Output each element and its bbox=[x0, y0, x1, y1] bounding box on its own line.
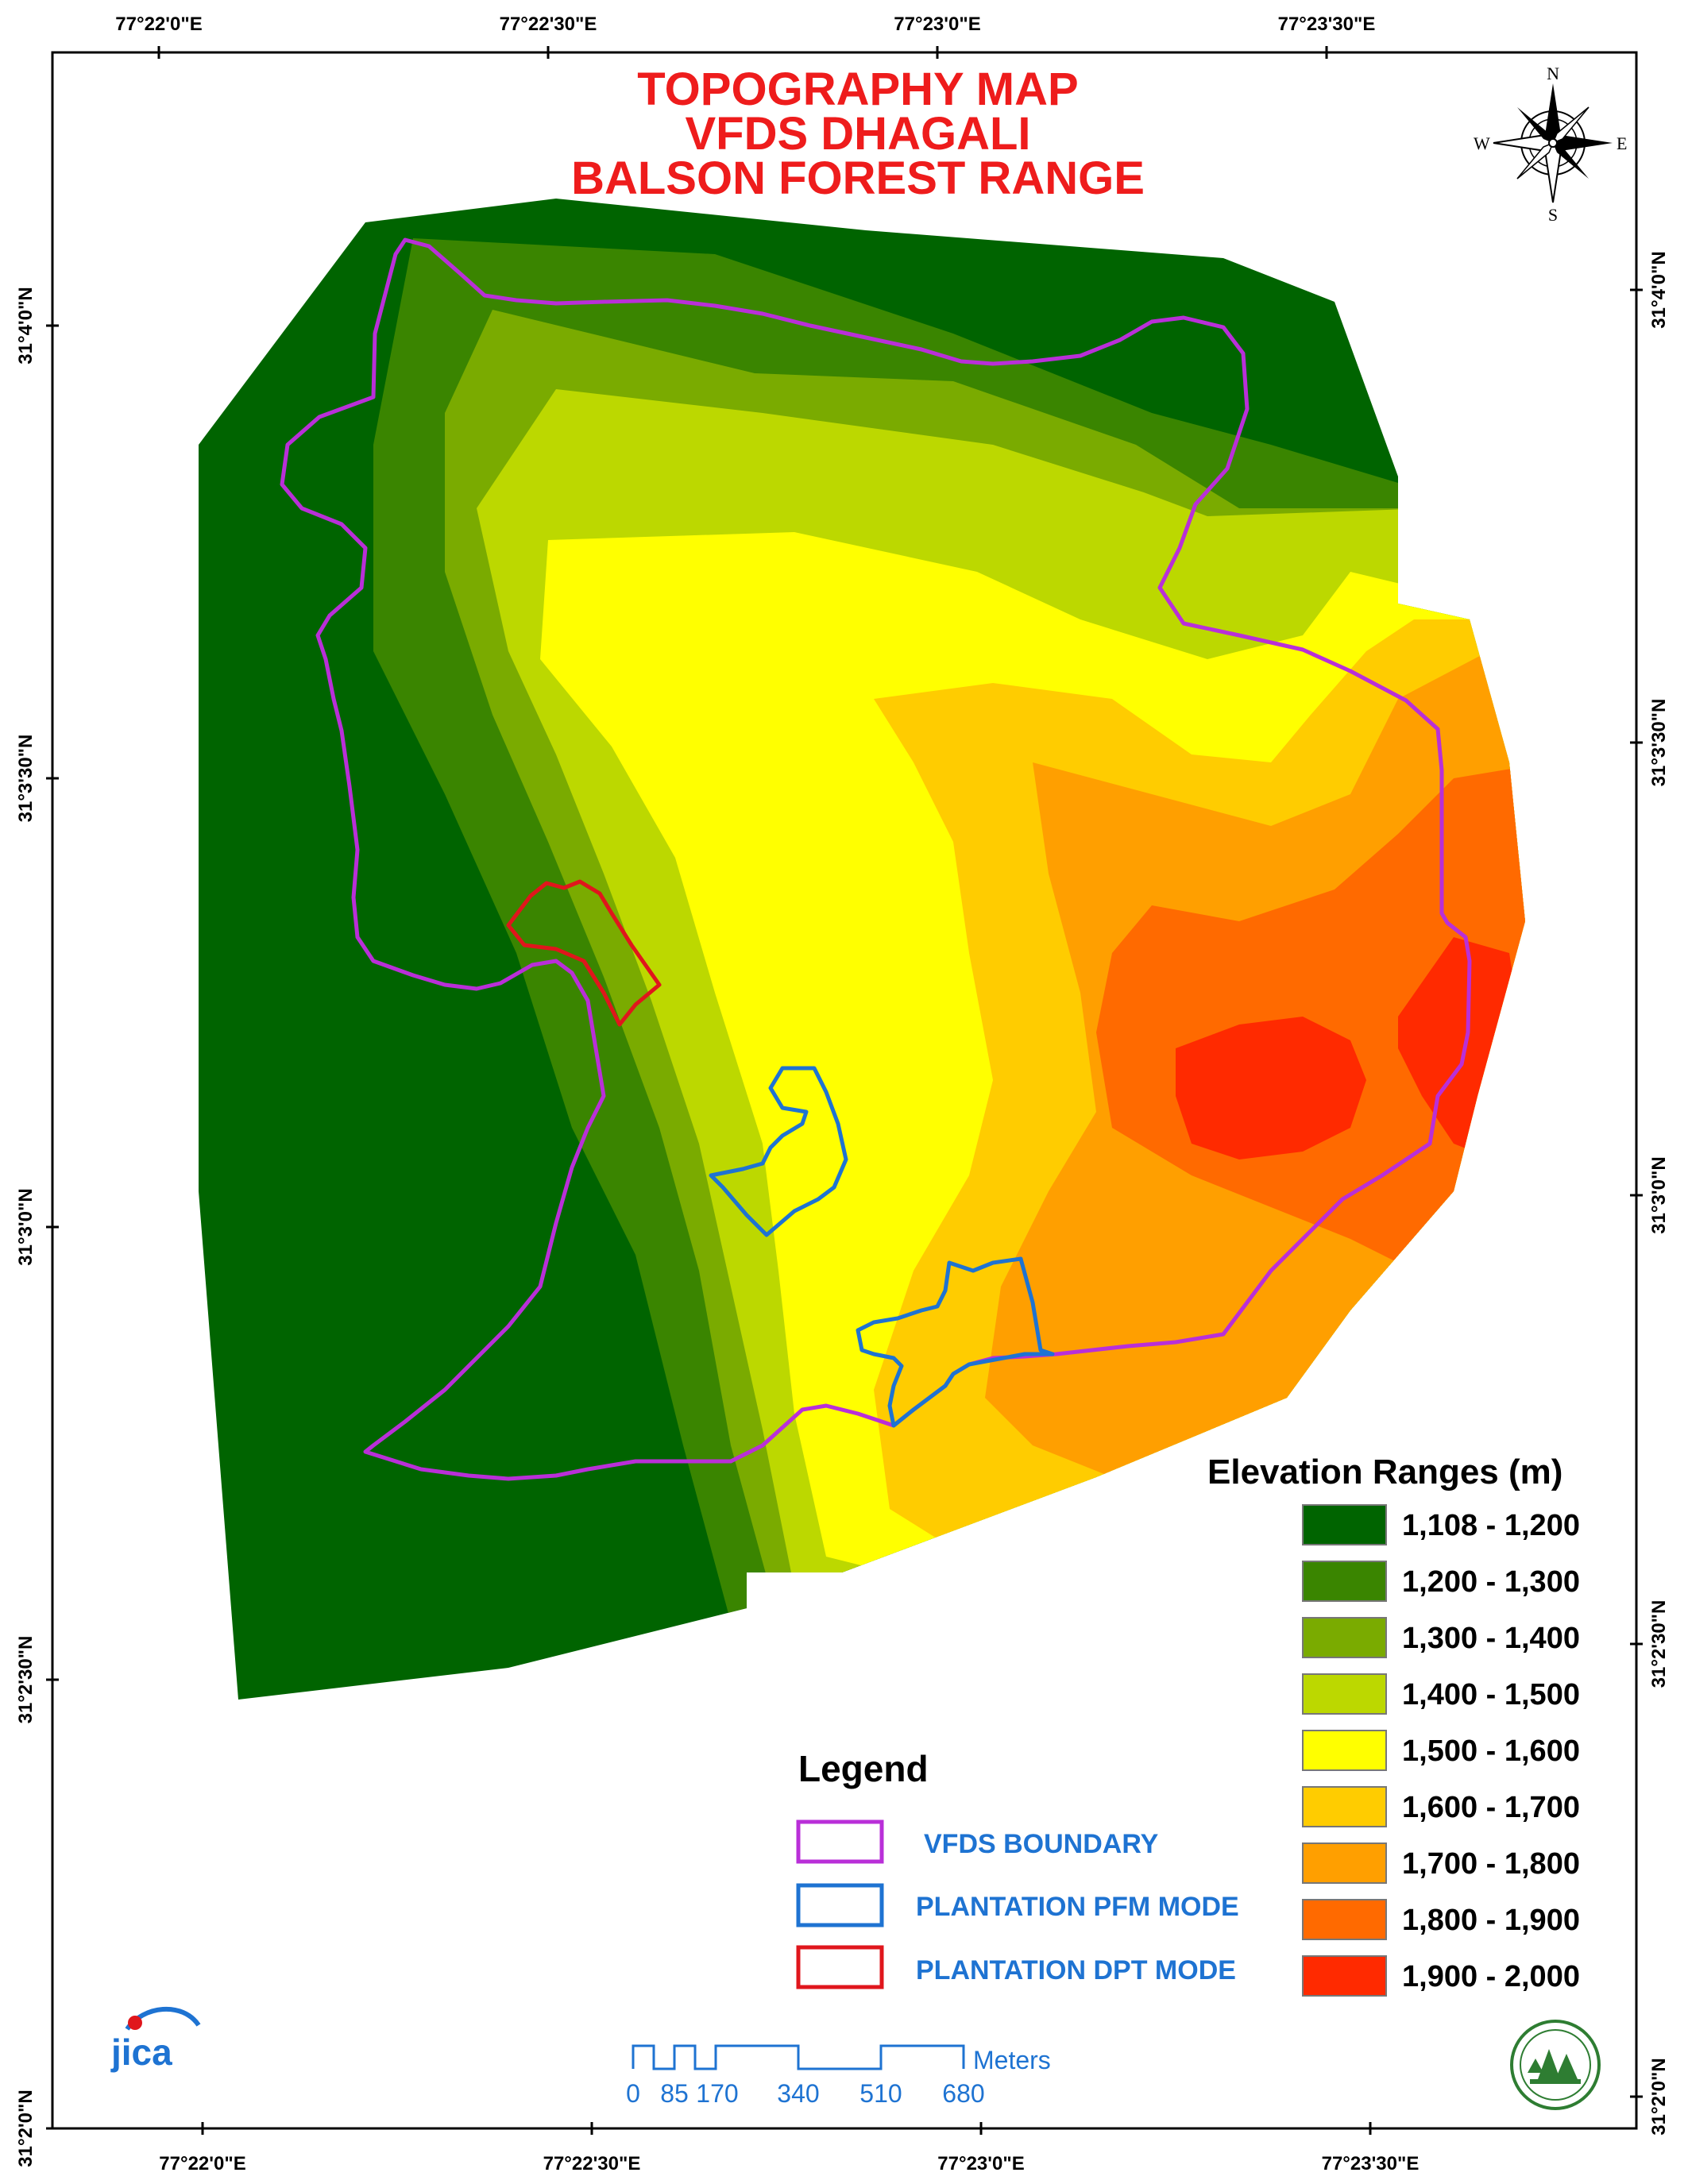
coord-right-3: 31°3'0"N bbox=[1648, 1156, 1670, 1233]
coord-left-5: 31°2'0"N bbox=[15, 2089, 37, 2167]
compass-e: E bbox=[1617, 133, 1627, 153]
elevation-label-3: 1,400 - 1,500 bbox=[1402, 1678, 1580, 1711]
elevation-swatch-2 bbox=[1302, 1617, 1387, 1658]
svg-text:jica: jica bbox=[110, 2032, 172, 2073]
plantation-pfm-boundary-1 bbox=[709, 1066, 848, 1237]
coord-left-4: 31°2'30"N bbox=[15, 1636, 37, 1724]
elevation-legend-title: Elevation Ranges (m) bbox=[1207, 1453, 1562, 1491]
elevation-swatch-7 bbox=[1302, 1899, 1387, 1940]
legend-title: Legend bbox=[798, 1748, 929, 1789]
coord-bottom-1: 77°22'0"E bbox=[159, 2153, 245, 2174]
compass-s: S bbox=[1548, 205, 1558, 225]
coord-right-5: 31°2'0"N bbox=[1648, 2058, 1670, 2135]
elevation-label-4: 1,500 - 1,600 bbox=[1402, 1734, 1580, 1768]
elevation-label-5: 1,600 - 1,700 bbox=[1402, 1791, 1580, 1824]
coord-right-2: 31°3'30"N bbox=[1648, 699, 1670, 787]
elevation-label-0: 1,108 - 1,200 bbox=[1402, 1509, 1580, 1542]
elevation-swatch-0 bbox=[1302, 1504, 1387, 1545]
elevation-band-8 bbox=[1176, 1017, 1366, 1160]
coordinate-labels: 77°22'0"E 77°22'30"E 77°23'0"E 77°23'30"… bbox=[15, 14, 1670, 2174]
scale-tick-510: 510 bbox=[859, 2079, 902, 2108]
legend-label-pfm: PLANTATION PFM MODE bbox=[916, 1892, 1239, 1922]
graticule-ticks bbox=[46, 46, 1643, 2135]
boundary-legend: Legend VFDS BOUNDARY PLANTATION PFM MODE… bbox=[796, 1748, 1239, 1989]
jica-logo: jica bbox=[110, 2007, 201, 2073]
elevation-swatch-3 bbox=[1302, 1673, 1387, 1715]
elevation-swatch-4 bbox=[1302, 1730, 1387, 1771]
elevation-legend: Elevation Ranges (m) 1,108 - 1,200 1,200 … bbox=[1207, 1453, 1580, 1997]
elevation-swatch-6 bbox=[1302, 1843, 1387, 1884]
elevation-band-7 bbox=[1096, 762, 1525, 1287]
scale-bar: 0 85 170 340 510 680 Meters bbox=[626, 2044, 1051, 2108]
scale-tick-170: 170 bbox=[696, 2079, 738, 2108]
elevation-label-2: 1,300 - 1,400 bbox=[1402, 1622, 1580, 1655]
legend-swatch-dpt bbox=[796, 1945, 884, 1989]
coord-right-4: 31°2'30"N bbox=[1648, 1600, 1670, 1688]
forest-department-emblem-icon bbox=[1510, 2020, 1601, 2110]
coord-bottom-2: 77°22'30"E bbox=[543, 2153, 641, 2174]
map-title-line1: TOPOGRAPHY MAP bbox=[637, 64, 1078, 115]
plantation-pfm-boundary-2 bbox=[856, 1256, 1055, 1428]
plantation-dpt-boundary bbox=[506, 879, 662, 1027]
elevation-swatch-1 bbox=[1302, 1561, 1387, 1602]
compass-w: W bbox=[1474, 133, 1490, 153]
elevation-swatch-8 bbox=[1302, 1955, 1387, 1997]
elevation-label-6: 1,700 - 1,800 bbox=[1402, 1847, 1580, 1881]
coord-bottom-3: 77°23'0"E bbox=[937, 2153, 1024, 2174]
scale-unit: Meters bbox=[973, 2046, 1051, 2074]
legend-swatch-vfds bbox=[796, 1819, 884, 1864]
elevation-raster bbox=[199, 199, 1525, 1700]
coord-left-2: 31°3'30"N bbox=[15, 735, 37, 823]
coord-top-4: 77°23'30"E bbox=[1278, 14, 1376, 35]
map-title-line2: VFDS DHAGALI bbox=[686, 108, 1031, 160]
elevation-swatch-5 bbox=[1302, 1786, 1387, 1827]
scale-tick-0: 0 bbox=[626, 2079, 640, 2108]
legend-label-vfds: VFDS BOUNDARY bbox=[924, 1829, 1159, 1859]
elevation-label-1: 1,200 - 1,300 bbox=[1402, 1565, 1580, 1599]
elevation-label-7: 1,800 - 1,900 bbox=[1402, 1904, 1580, 1937]
coord-right-1: 31°4'0"N bbox=[1648, 251, 1670, 328]
map-frame bbox=[51, 51, 1638, 2130]
scale-tick-340: 340 bbox=[777, 2079, 819, 2108]
compass-n: N bbox=[1547, 64, 1559, 83]
coord-top-3: 77°23'0"E bbox=[894, 14, 980, 35]
compass-rose-icon: N S E W bbox=[1474, 64, 1627, 225]
scale-tick-680: 680 bbox=[942, 2079, 984, 2108]
legend-swatch-pfm bbox=[796, 1883, 884, 1927]
coord-bottom-4: 77°23'30"E bbox=[1322, 2153, 1420, 2174]
elevation-label-8: 1,900 - 2,000 bbox=[1402, 1960, 1580, 1993]
scale-tick-85: 85 bbox=[660, 2079, 689, 2108]
coord-top-2: 77°22'30"E bbox=[500, 14, 597, 35]
coord-left-3: 31°3'0"N bbox=[15, 1188, 37, 1265]
legend-label-dpt: PLANTATION DPT MODE bbox=[916, 1955, 1236, 1985]
coord-top-1: 77°22'0"E bbox=[115, 14, 202, 35]
coord-left-1: 31°4'0"N bbox=[15, 287, 37, 364]
map-title-line3: BALSON FOREST RANGE bbox=[571, 152, 1145, 204]
